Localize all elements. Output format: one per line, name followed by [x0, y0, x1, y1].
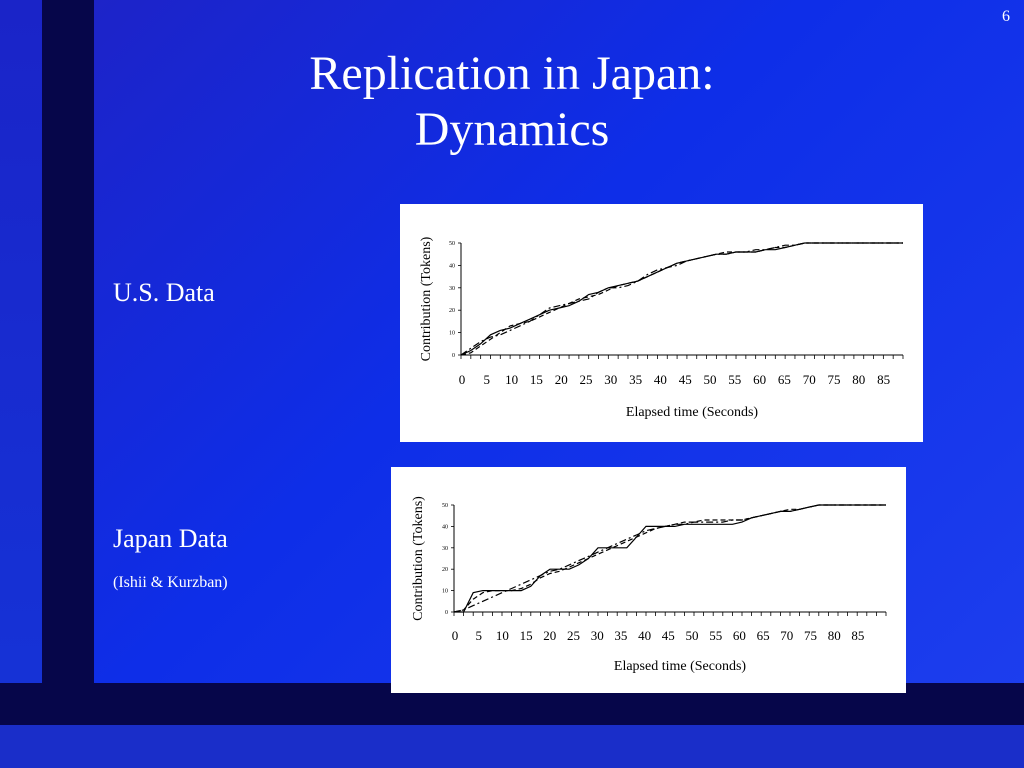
japan-chart-panel: 0 10 20 30 40 50 0 5 10 15 20 25 30 35 40 45 50 55 60 65 70 7…	[391, 467, 906, 693]
x-tick-label: 75	[828, 372, 841, 387]
x-axis-title: Elapsed time (Seconds)	[626, 405, 759, 420]
chart-plot-group: 0 10 20 30 40 50 0 5 10 15 20 25 30 35 40 45 50 55 60 65 70 7…	[419, 236, 904, 420]
x-tick-label: 35	[614, 628, 627, 643]
y-tick-label: 40	[449, 263, 455, 269]
japan-data-source: (Ishii & Kurzban)	[113, 574, 228, 591]
slide-title: Replication in Japan: Dynamics	[200, 46, 824, 158]
y-tick-label: 30	[449, 286, 455, 292]
x-tick-label: 60	[753, 372, 766, 387]
x-tick-label: 25	[580, 372, 593, 387]
y-tick-label: 10	[449, 331, 455, 337]
x-tick-label: 10	[505, 372, 518, 387]
left-dark-stripe	[42, 0, 94, 768]
x-tick-label: 70	[780, 628, 793, 643]
x-tick-label: 30	[604, 372, 617, 387]
x-tick-label: 70	[803, 372, 816, 387]
x-tick-label: 50	[686, 628, 699, 643]
x-tick-label: 25	[567, 628, 580, 643]
x-tick-label: 45	[662, 628, 675, 643]
x-tick-label: 55	[728, 372, 741, 387]
y-tick-label: 20	[442, 567, 448, 573]
chart-plot-group: 0 10 20 30 40 50 0 5 10 15 20 25 30 35 40 45 50 55 60 65 70 7…	[411, 496, 887, 674]
series-line-dashed	[460, 242, 903, 356]
x-tick-label: 20	[543, 628, 556, 643]
x-tick-label: 10	[496, 628, 509, 643]
y-tick-label: 30	[442, 546, 448, 552]
us-chart: 0 10 20 30 40 50 0 5 10 15 20 25 30 35 40 45 50 55 60 65 70 7…	[419, 236, 904, 420]
y-axis-title: Contribution (Tokens)	[411, 496, 426, 621]
x-tick-label: 50	[704, 372, 717, 387]
x-axis-title: Elapsed time (Seconds)	[614, 659, 747, 674]
x-tick-label: 15	[530, 372, 543, 387]
x-tick-label: 85	[877, 372, 890, 387]
x-tick-label: 40	[638, 628, 651, 643]
series-line-dashed	[453, 504, 886, 613]
x-tick-label: 60	[733, 628, 746, 643]
title-line-2: Dynamics	[414, 103, 610, 156]
y-tick-label: 20	[449, 308, 455, 314]
slide-number: 6	[1002, 8, 1010, 25]
y-tick-label: 50	[442, 503, 448, 509]
x-tick-label: 80	[852, 372, 865, 387]
y-tick-label: 40	[442, 524, 448, 530]
x-tick-label: 0	[452, 628, 459, 643]
x-tick-label: 15	[520, 628, 533, 643]
japan-chart: 0 10 20 30 40 50 0 5 10 15 20 25 30 35 40 45 50 55 60 65 70 7…	[411, 496, 887, 674]
x-tick-label: 0	[459, 372, 466, 387]
x-tick-label: 55	[709, 628, 722, 643]
x-tick-label: 35	[629, 372, 642, 387]
title-line-1: Replication in Japan:	[309, 47, 715, 100]
bottom-decor-band	[0, 725, 1024, 768]
x-tick-label: 85	[851, 628, 864, 643]
x-tick-label: 5	[475, 628, 482, 643]
x-tick-label: 20	[555, 372, 568, 387]
y-tick-label: 0	[452, 353, 455, 359]
left-decor-band	[0, 0, 42, 768]
x-tick-label: 80	[828, 628, 841, 643]
us-chart-panel: 0 10 20 30 40 50 0 5 10 15 20 25 30 35 40 45 50 55 60 65 70 7…	[400, 204, 923, 442]
x-tick-label: 75	[804, 628, 817, 643]
x-tick-label: 65	[778, 372, 791, 387]
x-tick-label: 45	[679, 372, 692, 387]
x-tick-label: 5	[484, 372, 491, 387]
y-axis-title: Contribution (Tokens)	[419, 236, 434, 361]
x-tick-label: 40	[654, 372, 667, 387]
y-tick-label: 0	[445, 610, 448, 616]
x-tick-label: 65	[757, 628, 770, 643]
series-line-solid	[454, 504, 886, 613]
x-tick-label: 30	[591, 628, 604, 643]
us-data-label: U.S. Data	[113, 278, 215, 307]
japan-data-label: Japan Data	[113, 524, 228, 553]
series-line-dashdot	[460, 242, 903, 356]
y-tick-label: 10	[442, 589, 448, 595]
series-line-solid	[460, 242, 903, 356]
y-tick-label: 50	[449, 241, 455, 247]
series-line-dashdot	[453, 504, 886, 613]
